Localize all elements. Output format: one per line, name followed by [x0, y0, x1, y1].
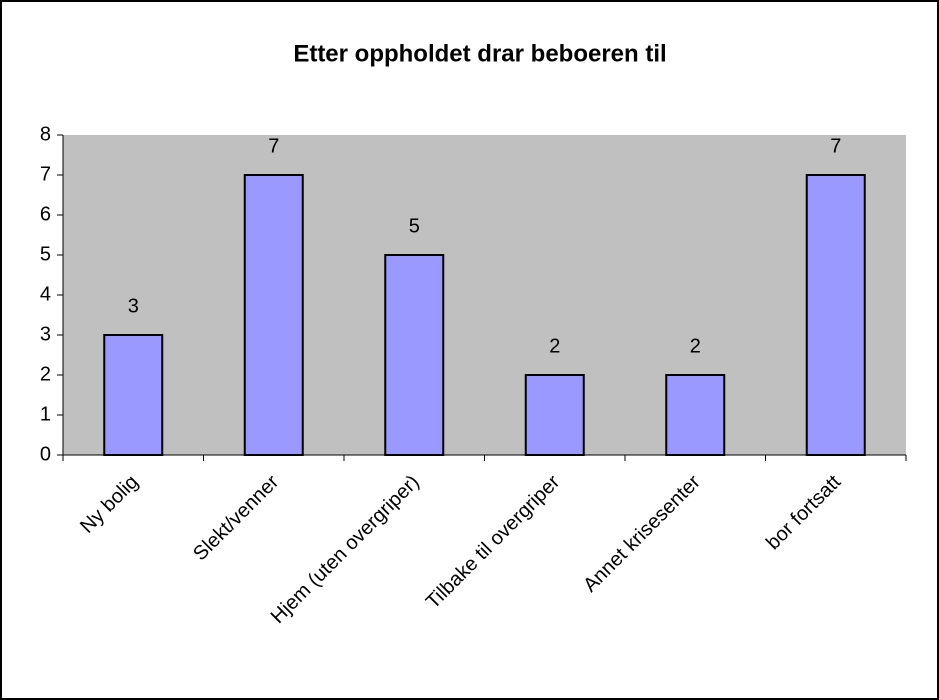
bar — [243, 174, 304, 456]
y-tick-label: 1 — [40, 403, 51, 425]
plot-area — [63, 135, 906, 455]
bar — [384, 254, 445, 456]
y-tick-label: 4 — [40, 283, 51, 305]
bar — [524, 374, 585, 456]
data-label: 5 — [409, 215, 420, 237]
y-tick-label: 0 — [40, 443, 51, 465]
data-label: 7 — [268, 135, 279, 157]
y-tick-label: 2 — [40, 363, 51, 385]
data-label: 2 — [549, 335, 560, 357]
bar — [665, 374, 726, 456]
y-tick-label: 7 — [40, 163, 51, 185]
data-label: 7 — [830, 135, 841, 157]
y-tick-label: 8 — [40, 123, 51, 145]
data-label: 2 — [690, 335, 701, 357]
chart-title: Etter oppholdet drar beboeren til — [293, 40, 666, 67]
data-label: 3 — [128, 295, 139, 317]
bar — [805, 174, 866, 456]
y-tick-label: 3 — [40, 323, 51, 345]
bar — [103, 334, 164, 456]
y-tick-label: 5 — [40, 243, 51, 265]
y-tick-label: 6 — [40, 203, 51, 225]
